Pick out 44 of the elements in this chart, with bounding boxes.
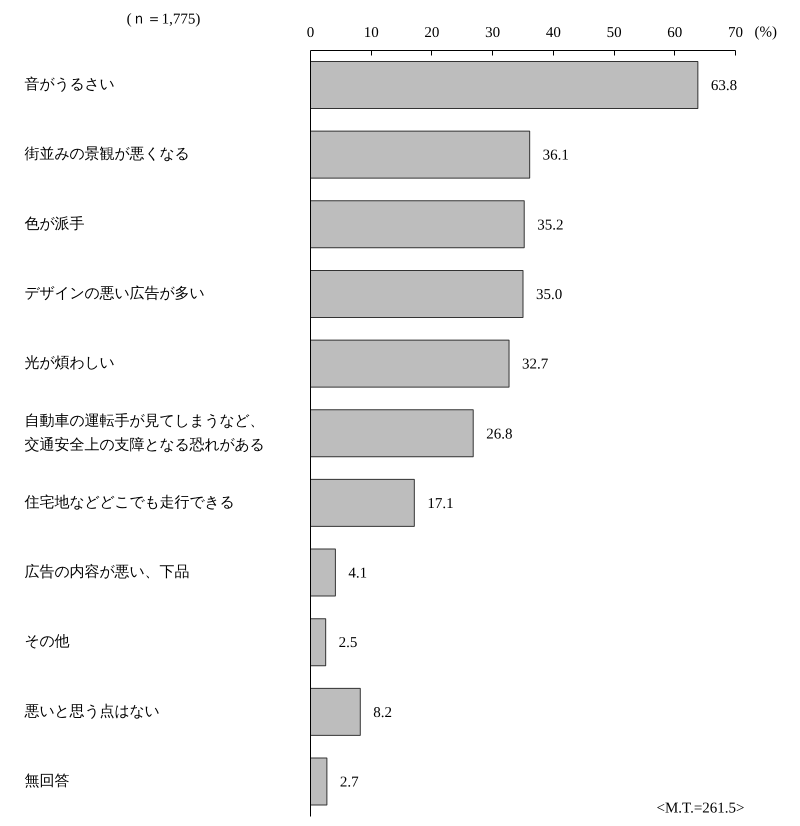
y-tick-label: 光が煩わしい <box>24 354 114 372</box>
bar <box>310 618 326 666</box>
x-axis-title: (%) <box>754 24 777 40</box>
bar <box>310 548 336 597</box>
x-tick-label: 40 <box>546 25 561 41</box>
data-label: 63.8 <box>710 78 738 94</box>
bar <box>310 340 510 388</box>
bar <box>310 270 524 318</box>
bar <box>310 478 415 527</box>
data-label: 36.1 <box>542 148 569 164</box>
data-label: 4.1 <box>348 566 368 582</box>
bar <box>310 60 698 110</box>
y-tick-label: 音がうるさい <box>24 76 114 93</box>
x-tick-label: 50 <box>606 25 622 41</box>
bar <box>310 130 530 179</box>
annotation: <M.T.=261.5> <box>656 800 744 816</box>
data-label: 2.5 <box>338 635 358 652</box>
y-tick-label: 無回答 <box>24 772 70 790</box>
y-tick-label: 自動車の運転手が見てしまうなど、交通安全上の支障となる恐れがある <box>24 412 264 454</box>
y-tick-label: 街並みの景観が悪くなる <box>24 146 190 163</box>
x-tick-label: 20 <box>424 25 440 41</box>
bar <box>310 757 328 806</box>
x-tick-label: 10 <box>364 25 379 41</box>
bar <box>310 200 525 248</box>
x-tick-label: 0 <box>306 25 314 41</box>
y-tick-label: 住宅地などどこでも走行できる <box>24 494 234 511</box>
y-tick-label: 悪いと思う点はない <box>24 702 160 720</box>
data-label: 26.8 <box>486 426 512 442</box>
x-tick-label: 70 <box>728 25 743 41</box>
data-label: 32.7 <box>522 356 549 373</box>
bar <box>310 409 474 458</box>
x-tick-label: 60 <box>667 25 682 41</box>
y-tick-label: デザインの悪い広告が多い <box>24 284 204 302</box>
y-tick-label: 広告の内容が悪い、下品 <box>24 564 190 581</box>
data-label: 8.2 <box>373 704 392 721</box>
bar <box>310 688 361 736</box>
x-tick-label: 30 <box>485 25 500 41</box>
y-tick-label: 色が派手 <box>24 215 84 232</box>
text: (ｎ＝1,775) <box>126 12 200 28</box>
data-label: 17.1 <box>427 496 454 512</box>
data-label: 35.2 <box>537 217 564 234</box>
data-label: 35.0 <box>536 286 562 303</box>
data-label: 2.7 <box>340 774 360 790</box>
y-tick-label: その他 <box>24 633 70 650</box>
